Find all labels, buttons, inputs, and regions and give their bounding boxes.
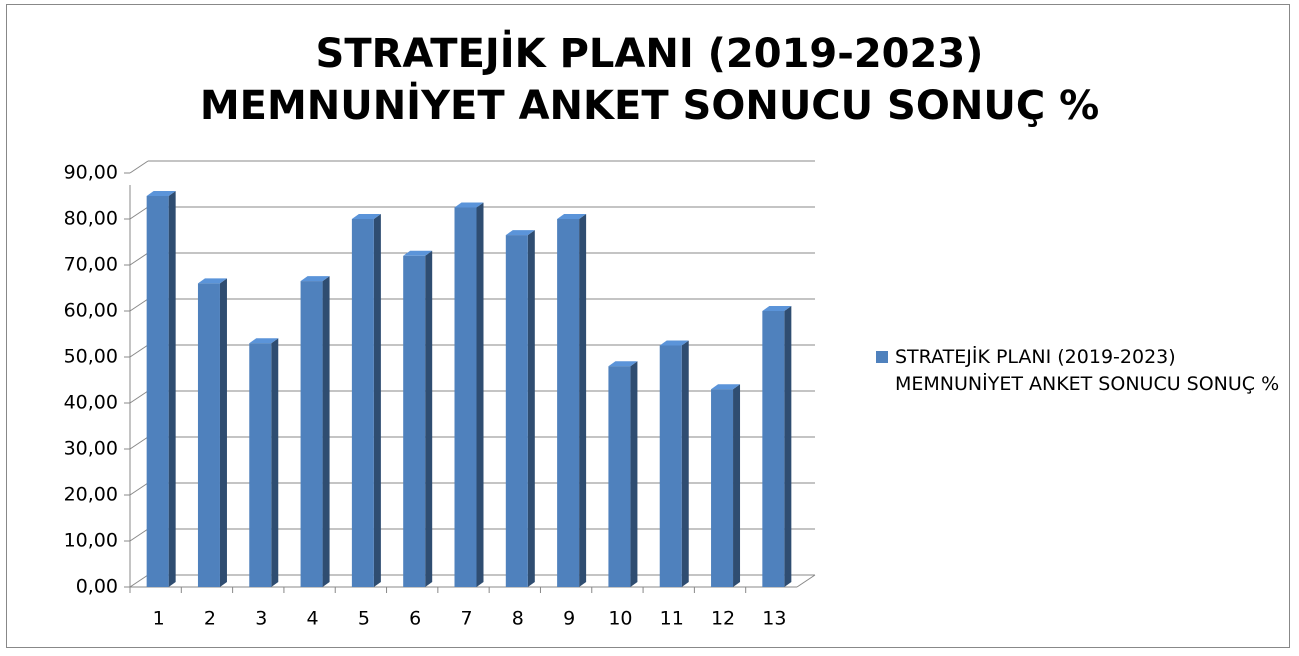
grid-line-side — [129, 436, 149, 450]
bar-side — [425, 250, 433, 588]
bar — [351, 219, 374, 587]
y-tick-label: 80,00 — [64, 208, 118, 230]
y-tick-label: 10,00 — [64, 530, 118, 552]
y-tick-label: 90,00 — [64, 162, 118, 184]
bar-top — [762, 306, 792, 311]
bar-group — [505, 230, 535, 587]
bar-top — [146, 191, 176, 196]
x-tick-label: 6 — [409, 608, 421, 630]
x-tick-label: 1 — [153, 608, 165, 630]
bar-group — [403, 250, 433, 588]
grid-line-side — [129, 252, 149, 266]
x-tick-label: 10 — [608, 608, 632, 630]
grid-line-side — [129, 160, 149, 174]
chart-border — [6, 4, 1290, 648]
bar-group — [711, 384, 741, 587]
bar-side — [219, 278, 227, 587]
bar — [711, 389, 734, 587]
bar-top — [557, 214, 587, 219]
legend-label: STRATEJİK PLANI (2019-2023) MEMNUNİYET A… — [895, 346, 1280, 395]
bar-side — [271, 338, 279, 587]
x-tick-label: 3 — [255, 608, 267, 630]
bar — [454, 207, 477, 587]
bar-side — [681, 340, 689, 587]
y-tick-label: 50,00 — [64, 346, 118, 368]
bar-group — [557, 214, 587, 587]
x-tick-label: 7 — [460, 608, 472, 630]
grid-line-side — [129, 528, 149, 542]
bar-group — [454, 202, 484, 587]
bar — [659, 345, 682, 587]
y-tick-label: 40,00 — [64, 392, 118, 414]
bar-top — [454, 202, 484, 208]
bar-side — [168, 191, 176, 587]
legend-swatch — [876, 351, 888, 363]
y-tick-label: 70,00 — [64, 254, 118, 276]
grid-line-side — [129, 574, 149, 588]
floor-edge — [796, 574, 816, 588]
bar-group — [762, 306, 792, 587]
bar — [197, 283, 220, 587]
bar-top — [197, 278, 227, 284]
y-tick-label: 0,00 — [76, 576, 118, 598]
y-tick-label: 60,00 — [64, 300, 118, 322]
bar — [762, 311, 785, 587]
bar-side — [733, 384, 741, 587]
bar — [557, 219, 580, 587]
bar-top — [249, 338, 279, 344]
bar-group — [351, 214, 381, 587]
bar-group — [300, 276, 330, 587]
x-tick-label: 12 — [711, 608, 735, 630]
grid-line-side — [129, 482, 149, 496]
chart-title: STRATEJİK PLANI (2019-2023) MEMNUNİYET A… — [199, 31, 1100, 129]
x-tick-label: 8 — [512, 608, 524, 630]
bar-top — [608, 361, 638, 367]
bar-side — [373, 214, 381, 587]
bar-side — [322, 276, 330, 587]
bar — [300, 281, 323, 587]
x-tick-label: 5 — [358, 608, 370, 630]
bar-top — [505, 230, 535, 236]
x-tick-label: 4 — [307, 608, 319, 630]
bar-side — [527, 230, 535, 587]
bar-side — [579, 214, 587, 587]
bar-side — [476, 202, 484, 587]
grid-line-side — [129, 298, 149, 312]
bar-group — [608, 361, 638, 587]
bar — [608, 366, 631, 587]
x-tick-label: 13 — [762, 608, 786, 630]
x-tick-label: 9 — [563, 608, 575, 630]
bar — [146, 196, 169, 587]
bar-top — [659, 340, 689, 346]
bar-side — [630, 361, 638, 587]
y-tick-label: 30,00 — [64, 438, 118, 460]
bar-group — [146, 191, 176, 587]
bar — [505, 235, 528, 587]
grid-line-side — [129, 344, 149, 358]
bar-group — [249, 338, 279, 587]
bar-group — [659, 340, 689, 587]
x-tick-label: 11 — [660, 608, 684, 630]
bar-top — [711, 384, 741, 390]
y-tick-label: 20,00 — [64, 484, 118, 506]
bar-top — [300, 276, 330, 282]
bar — [403, 255, 426, 588]
bar-group — [197, 278, 227, 587]
bar — [249, 343, 272, 587]
grid-line-side — [129, 206, 149, 220]
bar-top — [403, 250, 433, 256]
grid-line-side — [129, 390, 149, 404]
bar-top — [351, 214, 381, 219]
bar-side — [784, 306, 792, 587]
x-tick-label: 2 — [204, 608, 216, 630]
